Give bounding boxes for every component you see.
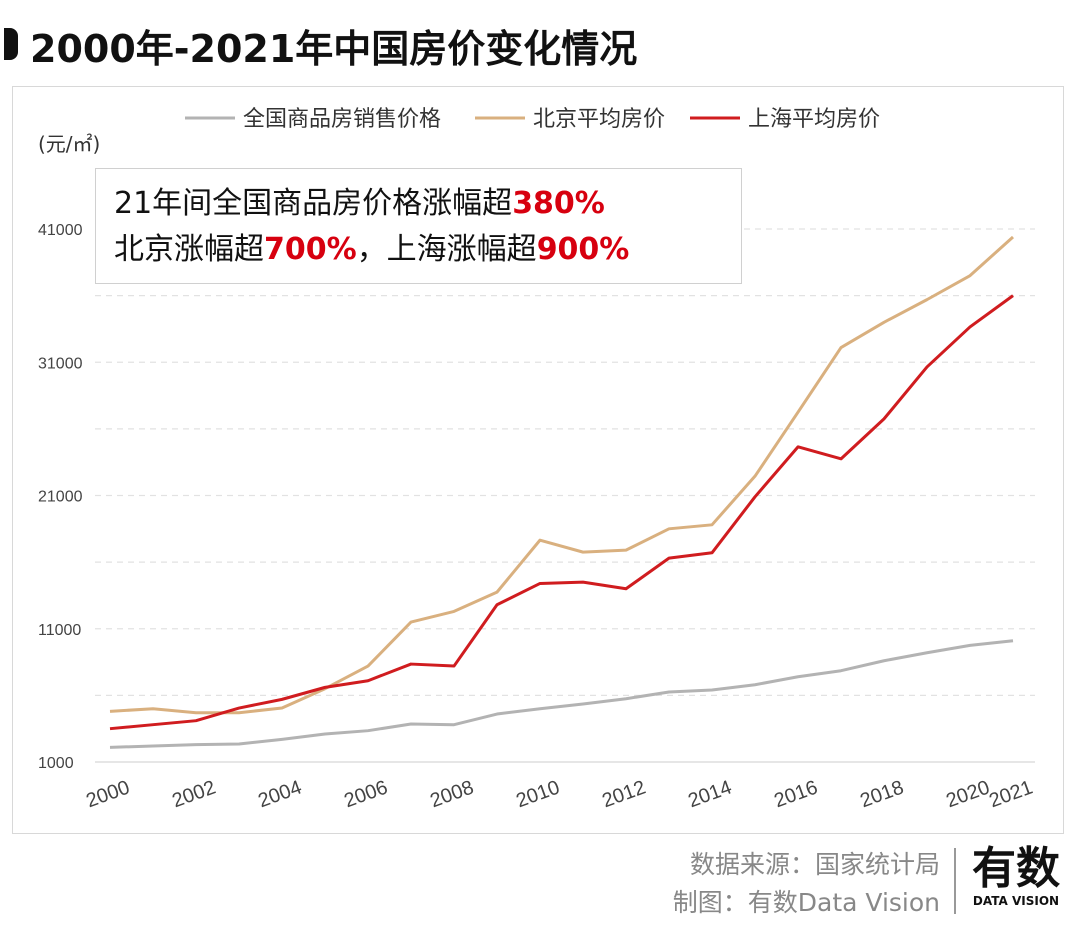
- series-line-2: [109, 294, 1014, 731]
- annotation-shanghai-label: ，上海涨幅超: [356, 232, 537, 267]
- annotation-beijing-growth: 700%: [264, 232, 357, 267]
- series-line-1: [109, 235, 1015, 715]
- logo-cn: 有数: [972, 843, 1060, 894]
- x-tick-label: 2010: [513, 776, 562, 812]
- y-tick-label: 21000: [38, 489, 83, 506]
- y-tick-label: 41000: [38, 222, 83, 239]
- annotation-shanghai-growth: 900%: [536, 232, 630, 267]
- legend-label: 北京平均房价: [533, 107, 665, 132]
- x-tick-label: 2000: [83, 776, 132, 812]
- y-axis-unit: (元/㎡): [38, 132, 101, 156]
- annotation-national-growth: 380%: [512, 186, 605, 221]
- x-tick-label: 2012: [599, 776, 648, 812]
- x-tick-label: 2014: [685, 776, 734, 812]
- y-tick-label: 11000: [38, 622, 81, 639]
- x-tick-label: 2018: [857, 776, 906, 812]
- y-tick-label: 1000: [38, 755, 74, 772]
- x-tick-label: 2008: [427, 776, 476, 812]
- chart-credit: 制图：有数Data Vision: [672, 888, 940, 917]
- x-tick-label: 2020: [943, 776, 992, 812]
- x-tick-label: 2006: [341, 776, 390, 812]
- x-tick-label: 2004: [255, 776, 304, 812]
- x-tick-label: 2002: [169, 776, 218, 812]
- footer-divider: [954, 848, 956, 914]
- legend-label: 上海平均房价: [748, 107, 880, 132]
- brand-logo: 有数 DATA VISION: [966, 843, 1066, 909]
- title-marker: [4, 28, 18, 60]
- chart-panel: [12, 86, 1064, 834]
- annotation-box: 21年间全国商品房价格涨幅超380% 北京涨幅超700%，上海涨幅超900%: [95, 168, 742, 284]
- legend-label: 全国商品房销售价格: [243, 107, 441, 132]
- x-tick-label: 2021: [986, 776, 1035, 812]
- annotation-line1: 21年间全国商品房价格涨幅超: [114, 186, 513, 221]
- footer: 数据来源：国家统计局 制图：有数Data Vision: [673, 846, 940, 922]
- y-tick-label: 31000: [38, 355, 83, 372]
- series-line-0: [109, 639, 1014, 749]
- annotation-beijing-label: 北京涨幅超: [114, 232, 264, 267]
- x-tick-label: 2016: [771, 776, 820, 812]
- page-title: 2000年-2021年中国房价变化情况: [30, 27, 638, 71]
- logo-en: DATA VISION: [972, 894, 1060, 908]
- data-source: 数据来源：国家统计局: [689, 850, 940, 879]
